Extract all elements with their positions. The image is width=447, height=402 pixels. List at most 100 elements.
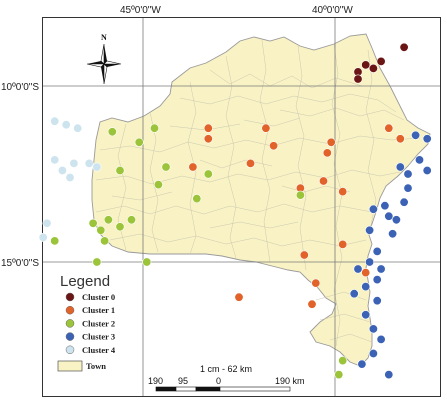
legend-label-cluster-1: Cluster 1 [82,305,115,315]
cluster-2-point [96,225,106,235]
cluster-3-point [365,225,375,235]
cluster-4-point [73,123,83,133]
scale-segment-1 [155,386,177,392]
cluster-3-point [388,229,398,239]
cluster-3-point [391,215,401,225]
cluster-0-point [361,60,371,70]
legend-items: Cluster 0 Cluster 1 Cluster 2 Cluster 3 Clus… [65,292,116,355]
cluster-2-point [115,166,125,176]
cluster-1-point [234,292,244,302]
cluster-1-point [338,239,348,249]
cluster-1-point [322,148,332,158]
cluster-3-point [422,166,432,176]
cluster-3-point [422,134,432,144]
cluster-1-point [395,134,405,144]
map-frame [42,17,441,397]
legend-label-cluster-0: Cluster 0 [82,292,115,302]
scale-ratio: 1 cm - 62 km [200,364,252,374]
cluster-4-point [50,155,60,165]
legend-swatch-cluster-0 [65,292,75,302]
scale-tick-95: 95 [178,376,188,386]
cluster-0-point [368,63,378,73]
cluster-2-point [50,236,60,246]
cluster-1-point [307,299,317,309]
cluster-3-point [411,130,421,140]
lon-label-45w: 45º0'0"W [120,5,161,16]
cluster-3-point [372,275,382,285]
town-label: Town [86,361,106,371]
cluster-4-point [57,166,67,176]
cluster-1-point [188,162,198,172]
cluster-3-point [376,334,386,344]
cluster-3-point [365,257,375,267]
cluster-2-point [88,218,98,228]
cluster-1-point [246,158,256,168]
legend-label-cluster-4: Cluster 4 [82,345,116,355]
cluster-1-point [361,268,371,278]
cluster-2-point [115,222,125,232]
cluster-2-point [150,123,160,133]
cluster-3-point [368,348,378,358]
scale-tick-190-right: 190 km [275,376,305,386]
cluster-3-point [403,169,413,179]
cluster-2-point [142,257,152,267]
cluster-3-point [403,183,413,193]
legend-swatch-cluster-4 [65,345,75,355]
scale-segment-4 [219,386,291,392]
cluster-0-point [376,56,386,66]
cluster-2-point [334,370,344,380]
cluster-3-point [372,296,382,306]
cluster-2-point [295,190,305,200]
north-arrow-icon [86,43,122,85]
cluster-3-point [372,246,382,256]
cluster-4-point [38,232,48,242]
cluster-4-point [69,158,79,168]
cluster-3-point [361,282,371,292]
scale-tick-0: 0 [216,376,221,386]
cluster-3-point [349,289,359,299]
cluster-2-point [127,215,137,225]
cluster-2-point [338,356,348,366]
cluster-3-point [368,324,378,334]
cluster-3-point [357,359,367,369]
cluster-2-point [134,137,144,147]
cluster-1-point [269,141,279,151]
cluster-3-point [376,264,386,274]
cluster-1-point [261,123,271,133]
cluster-2-point [203,169,213,179]
cluster-2-point [92,257,102,267]
cluster-1-point [311,278,321,288]
legend-label-cluster-2: Cluster 2 [82,318,115,328]
legend-swatch-cluster-2 [65,319,75,328]
cluster-2-point [103,215,113,225]
cluster-1-point [326,137,336,147]
cluster-2-point [153,180,163,190]
cluster-3-point [395,162,405,172]
cluster-3-point [384,370,394,380]
cluster-1-point [203,134,213,144]
cluster-2-point [100,236,110,246]
scale-segment-2 [175,386,197,392]
cluster-3-point [414,155,424,165]
cluster-points [38,42,432,380]
cluster-3-point [353,264,363,274]
lat-label-15s: 15º0'0"S [1,258,39,269]
cluster-3-point [399,197,409,207]
scale-segment-3 [195,386,221,392]
cluster-4-point [50,116,60,126]
cluster-2-point [107,127,117,137]
cluster-2-point [161,162,171,172]
legend-swatch-cluster-1 [65,305,75,315]
cluster-1-point [384,123,394,133]
cluster-1-point [299,250,309,260]
cluster-3-point [368,204,378,214]
cluster-4-point [61,120,71,130]
cluster-1-point [338,187,348,197]
legend-label-cluster-3: Cluster 3 [82,332,115,342]
cluster-4-point [84,158,94,168]
cluster-2-point [192,194,202,204]
cluster-4-point [65,173,75,183]
cluster-3-point [380,201,390,211]
